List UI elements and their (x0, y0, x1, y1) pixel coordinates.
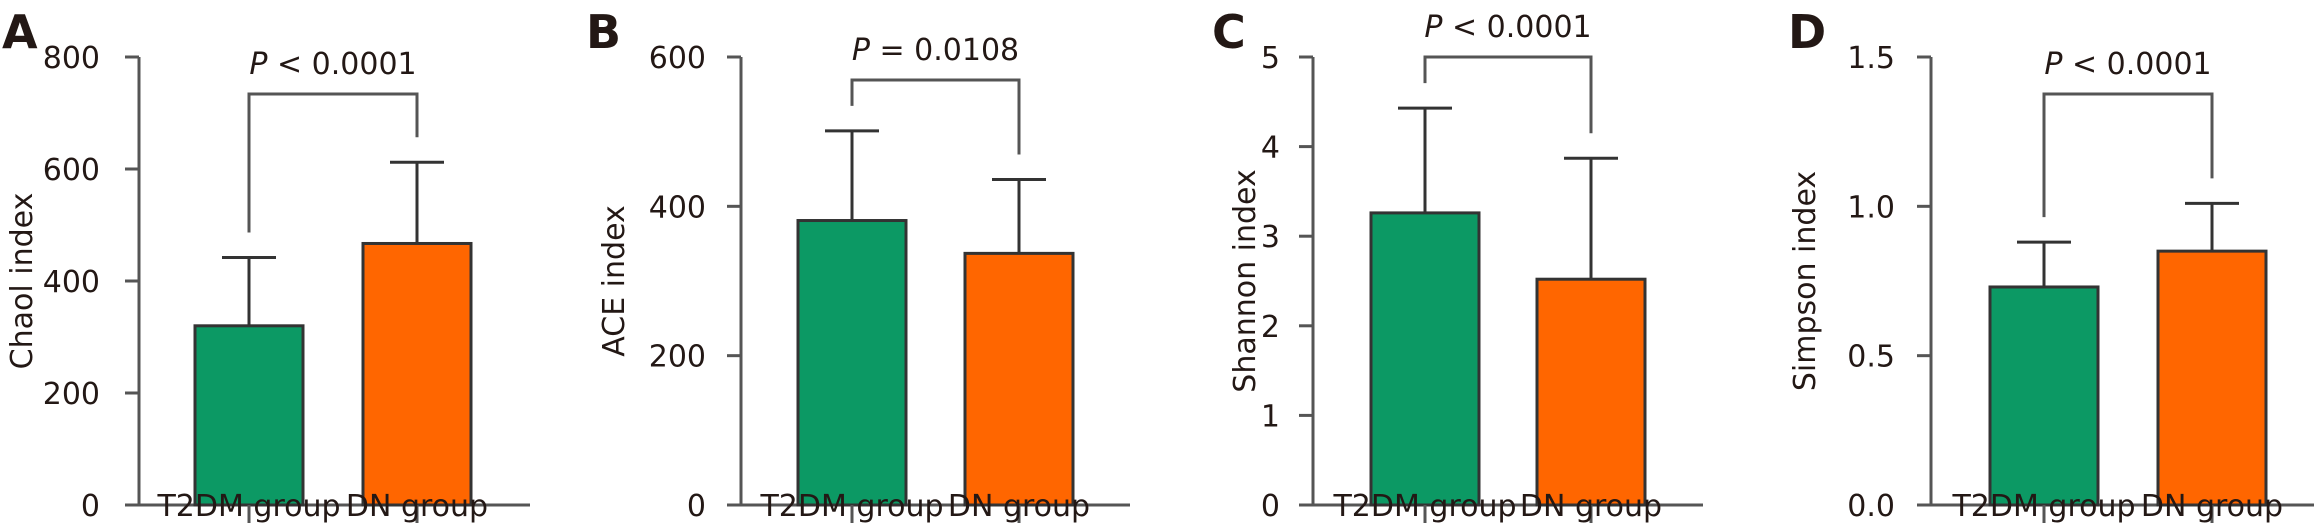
y-tick-label: 200 (43, 377, 100, 412)
y-axis-title: Shannon index (1228, 169, 1263, 392)
panel-letter: B (586, 5, 621, 59)
significance-bracket (247, 92, 419, 233)
y-tick-label: 3 (1261, 220, 1280, 255)
y-tick-label: 1 (1261, 399, 1280, 434)
y-tick-label: 0.5 (1847, 340, 1895, 375)
significance-bracket (1423, 55, 1593, 134)
x-tick-label: T2DM group (759, 489, 943, 524)
p-value-label: P = 0.0108 (852, 33, 1019, 68)
panel-letter: C (1212, 5, 1246, 59)
bar-t2dm (796, 219, 908, 507)
bar-dn (963, 251, 1075, 507)
p-value: < 0.0001 (267, 47, 416, 82)
x-tick-label: T2DM group (1332, 489, 1516, 524)
y-axis-title: Simpson index (1788, 171, 1823, 391)
bar-t2dm (1988, 285, 2100, 507)
y-tick-label: 1.0 (1847, 190, 1895, 225)
y-tick-label: 0 (687, 489, 706, 524)
bar-dn (2156, 249, 2268, 507)
p-symbol: P (249, 47, 268, 82)
x-tick-label: DN group (948, 489, 1090, 524)
y-tick-label: 600 (43, 153, 100, 188)
p-value: < 0.0001 (2062, 47, 2211, 82)
bar-dn (1535, 277, 1647, 507)
y-tick-label: 4 (1261, 131, 1280, 166)
y-tick-label: 5 (1261, 41, 1280, 76)
significance-bracket (2042, 92, 2214, 218)
panel-letter: D (1788, 5, 1826, 59)
panel-d: D Simpson index 0.0 0.5 1.0 1.5 T2DM group DN g… (1788, 5, 2314, 524)
y-tick-label: 200 (649, 340, 706, 375)
y-tick-label: 2 (1261, 310, 1280, 345)
x-tick-label: DN group (346, 489, 488, 524)
p-symbol: P (2044, 47, 2063, 82)
panel-letter: A (2, 5, 38, 59)
significance-bracket (850, 78, 1021, 155)
panel-b: B ACE index 0 200 400 600 T2DM group DN group P … (586, 5, 1130, 524)
x-tick-label: DN group (1520, 489, 1662, 524)
y-tick-label: 800 (43, 41, 100, 76)
panel-c: C Shannon index 0 1 2 3 4 5 T2DM group DN group P … (1212, 5, 1703, 524)
x-tick-label: T2DM group (156, 489, 340, 524)
p-value-label: P < 0.0001 (2044, 47, 2211, 82)
bar-t2dm (1369, 211, 1481, 507)
y-tick-label: 0 (81, 489, 100, 524)
y-tick-label: 0.0 (1847, 489, 1895, 524)
p-value: < 0.0001 (1442, 10, 1591, 45)
y-tick-label: 400 (649, 190, 706, 225)
y-axis-title: ACE index (597, 205, 632, 357)
y-tick-label: 400 (43, 265, 100, 300)
bar-dn (361, 241, 473, 507)
p-symbol: P (852, 33, 871, 68)
bar-t2dm (193, 324, 305, 507)
y-tick-label: 0 (1261, 489, 1280, 524)
x-tick-label: T2DM group (1951, 489, 2135, 524)
x-tick-label: DN group (2141, 489, 2283, 524)
p-value-label: P < 0.0001 (249, 47, 416, 82)
panel-a: A Chaol index 0 200 400 600 800 T2DM group DN gr… (2, 5, 530, 524)
y-tick-label: 1.5 (1847, 41, 1895, 76)
p-value: = 0.0108 (870, 33, 1019, 68)
p-symbol: P (1424, 10, 1443, 45)
y-tick-label: 600 (649, 41, 706, 76)
y-axis-title: Chaol index (5, 193, 40, 370)
p-value-label: P < 0.0001 (1424, 10, 1591, 45)
